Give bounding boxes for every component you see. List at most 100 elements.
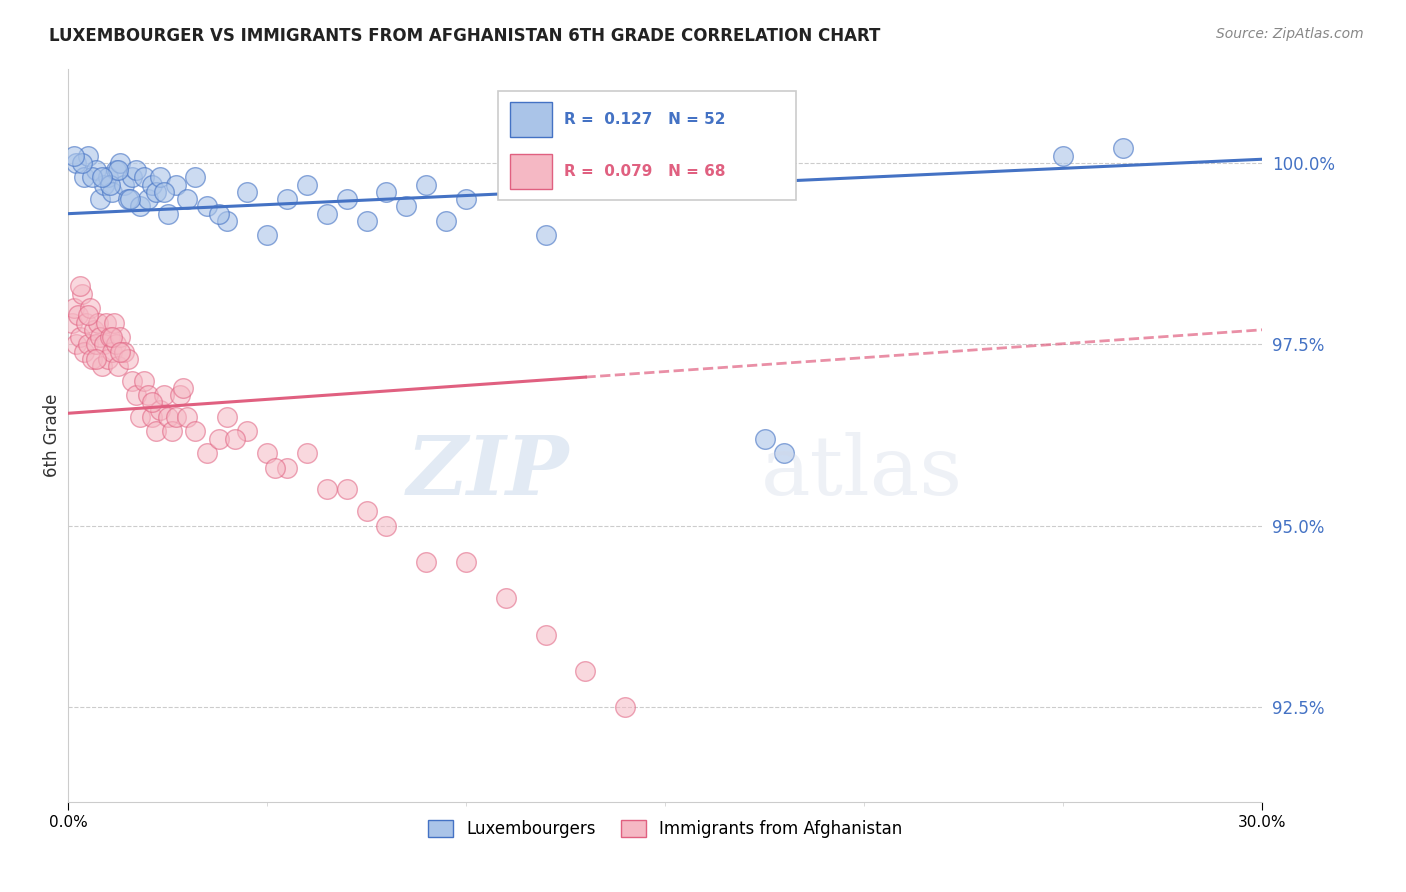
Point	[236, 185, 259, 199]
Point	[107, 163, 129, 178]
Point	[184, 170, 207, 185]
Point	[141, 178, 163, 192]
Point	[101, 330, 124, 344]
Point	[295, 178, 318, 192]
Point	[101, 344, 124, 359]
Y-axis label: 6th Grade: 6th Grade	[44, 393, 60, 476]
Point	[434, 214, 457, 228]
Point	[415, 178, 437, 192]
Point	[534, 627, 557, 641]
Point	[236, 425, 259, 439]
Point	[172, 381, 194, 395]
Text: ZIP: ZIP	[406, 432, 569, 512]
Point	[80, 170, 103, 185]
Point	[176, 409, 198, 424]
Point	[87, 316, 110, 330]
Point	[84, 163, 107, 178]
Point	[70, 156, 93, 170]
Point	[80, 351, 103, 366]
Point	[375, 518, 398, 533]
Point	[136, 192, 159, 206]
Point	[614, 700, 637, 714]
Point	[375, 185, 398, 199]
Point	[156, 207, 179, 221]
Point	[454, 555, 477, 569]
Point	[574, 664, 596, 678]
Point	[356, 214, 378, 228]
Point	[117, 192, 139, 206]
Point	[77, 337, 100, 351]
Point	[1052, 148, 1074, 162]
Point	[89, 192, 111, 206]
Point	[208, 207, 231, 221]
Point	[195, 199, 218, 213]
Point	[145, 425, 167, 439]
Point	[169, 388, 191, 402]
Point	[63, 148, 86, 162]
Point	[315, 207, 337, 221]
Point	[224, 432, 246, 446]
Point	[217, 214, 239, 228]
Point	[534, 228, 557, 243]
Point	[89, 330, 111, 344]
Point	[66, 308, 89, 322]
Point	[84, 337, 107, 351]
Point	[165, 178, 187, 192]
Point	[156, 409, 179, 424]
Point	[128, 199, 150, 213]
Text: atlas: atlas	[761, 432, 963, 512]
Point	[152, 185, 174, 199]
Text: LUXEMBOURGER VS IMMIGRANTS FROM AFGHANISTAN 6TH GRADE CORRELATION CHART: LUXEMBOURGER VS IMMIGRANTS FROM AFGHANIS…	[49, 27, 880, 45]
Point	[79, 301, 101, 315]
Point	[1112, 141, 1135, 155]
Point	[165, 409, 187, 424]
Point	[141, 409, 163, 424]
Point	[121, 374, 143, 388]
Point	[104, 337, 127, 351]
Point	[70, 286, 93, 301]
Point	[160, 425, 183, 439]
Point	[773, 446, 796, 460]
Point	[98, 178, 121, 192]
Point	[217, 409, 239, 424]
Point	[112, 344, 135, 359]
Text: Source: ZipAtlas.com: Source: ZipAtlas.com	[1216, 27, 1364, 41]
Point	[276, 192, 298, 206]
Point	[128, 409, 150, 424]
Point	[276, 460, 298, 475]
Point	[132, 374, 155, 388]
Point	[65, 337, 87, 351]
Point	[152, 388, 174, 402]
Point	[256, 228, 278, 243]
Point	[73, 344, 96, 359]
Point	[84, 351, 107, 366]
Point	[108, 330, 131, 344]
Point	[195, 446, 218, 460]
Legend: Luxembourgers, Immigrants from Afghanistan: Luxembourgers, Immigrants from Afghanist…	[422, 813, 908, 845]
Point	[315, 483, 337, 497]
Point	[132, 170, 155, 185]
Point	[754, 432, 776, 446]
Point	[93, 337, 115, 351]
Point	[103, 316, 125, 330]
Point	[395, 199, 418, 213]
Point	[108, 344, 131, 359]
Point	[73, 170, 96, 185]
Point	[108, 156, 131, 170]
Point	[101, 185, 124, 199]
Point	[118, 192, 141, 206]
Point	[97, 351, 120, 366]
Point	[77, 308, 100, 322]
Point	[121, 170, 143, 185]
Point	[336, 192, 359, 206]
Point	[107, 359, 129, 373]
Point	[75, 316, 97, 330]
Point	[69, 279, 91, 293]
Point	[90, 170, 112, 185]
Point	[98, 330, 121, 344]
Point	[112, 178, 135, 192]
Point	[97, 170, 120, 185]
Point	[77, 148, 100, 162]
Point	[65, 156, 87, 170]
Point	[149, 402, 172, 417]
